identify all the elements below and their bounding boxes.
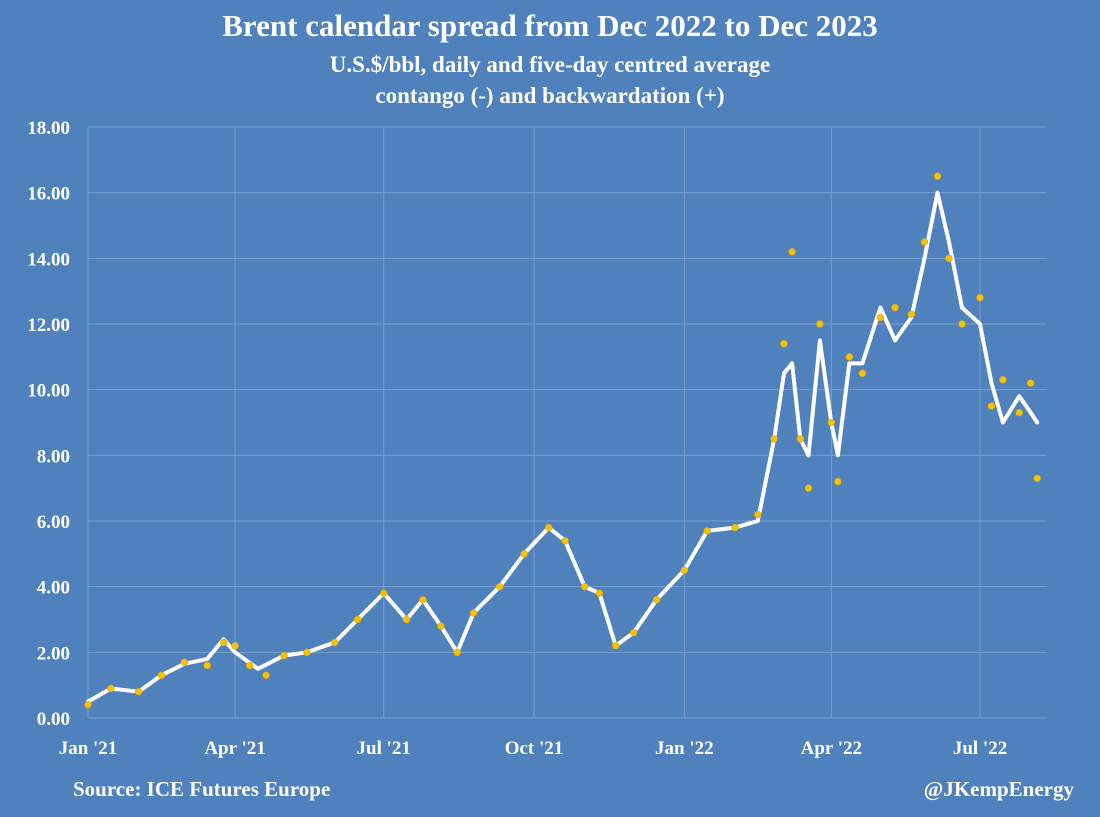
y-axis-tick-labels: 0.00 2.00 4.00 6.00 8.00 10.00 12.00 14.00 16.00… [27,118,70,730]
daily-point [469,609,478,617]
daily-point [84,701,92,709]
daily-point [987,402,996,410]
daily-point [780,340,788,348]
x-tick-label: Apr '21 [204,738,265,759]
daily-point [353,615,362,624]
y-tick-label: 10.00 [27,381,70,402]
y-tick-label: 14.00 [27,249,70,270]
daily-point [157,671,166,680]
daily-point [330,638,339,647]
daily-point [876,313,885,322]
daily-point [419,596,427,604]
daily-point [545,523,553,532]
daily-point [520,550,528,558]
daily-point [788,248,796,256]
y-tick-label: 2.00 [37,643,70,664]
x-tick-label: Jul '21 [357,738,411,759]
daily-point [827,418,836,427]
x-tick-label: Apr '22 [801,738,862,759]
x-tick-label: Jan '21 [59,738,118,759]
daily-point [920,238,929,246]
average-series [86,190,1040,704]
daily-point [246,661,254,670]
daily-point [907,310,916,318]
x-tick-label: Jan '22 [655,738,714,759]
x-axis-tick-labels: Jan '21 Apr '21 Jul '21 Oct '21 Jan '22 Apr '… [59,738,1008,759]
daily-point [834,477,842,486]
daily-point [816,320,824,328]
daily-point [280,651,288,660]
average-line [86,190,1040,704]
daily-series [84,172,1041,709]
daily-point [958,320,966,328]
daily-point [262,671,270,680]
daily-point [652,596,661,604]
daily-point [796,435,805,443]
y-gridlines [88,126,1047,719]
x-tick-label: Oct '21 [505,738,564,759]
daily-point [1015,408,1023,417]
y-tick-label: 18.00 [27,118,70,139]
daily-point [203,661,211,670]
daily-point [629,628,638,637]
daily-point [437,622,445,630]
author-handle: @JKempEnergy [923,777,1074,801]
daily-point [595,589,604,597]
daily-point [303,648,311,657]
daily-point [561,536,569,545]
daily-point [1026,379,1035,387]
daily-point [134,688,143,696]
x-tick-label: Jul '22 [953,738,1007,759]
y-tick-label: 12.00 [27,315,70,336]
daily-point [107,684,115,693]
daily-point [580,582,589,591]
y-tick-label: 16.00 [27,184,70,205]
daily-point [999,376,1007,384]
daily-point [380,589,388,597]
daily-point [976,294,984,302]
daily-point [933,172,942,180]
daily-point [770,435,778,443]
daily-point [703,527,711,535]
y-tick-label: 8.00 [37,446,70,467]
daily-point [496,582,504,591]
chart-subtitle-units: U.S.$/bbl, daily and five-day centred av… [329,52,771,77]
y-tick-label: 4.00 [37,578,70,599]
source-note: Source: ICE Futures Europe [73,777,331,801]
daily-point [945,254,953,263]
chart-title: Brent calendar spread from Dec 2022 to D… [222,8,878,43]
daily-point [845,353,854,361]
daily-point [219,638,228,647]
daily-point [891,303,899,312]
daily-point [804,484,813,492]
daily-point [754,510,762,519]
daily-point [611,642,620,650]
y-tick-label: 6.00 [37,512,70,533]
daily-point [402,615,411,624]
y-tick-label: 0.00 [37,709,70,730]
daily-point [180,658,189,666]
chart-subtitle-legend: contango (-) and backwardation (+) [375,83,725,108]
daily-point [680,566,689,574]
daily-point [453,648,461,657]
daily-point [1033,474,1041,483]
daily-point [858,369,867,377]
x-gridlines [87,127,981,718]
daily-point [231,642,239,650]
daily-point [731,523,739,532]
